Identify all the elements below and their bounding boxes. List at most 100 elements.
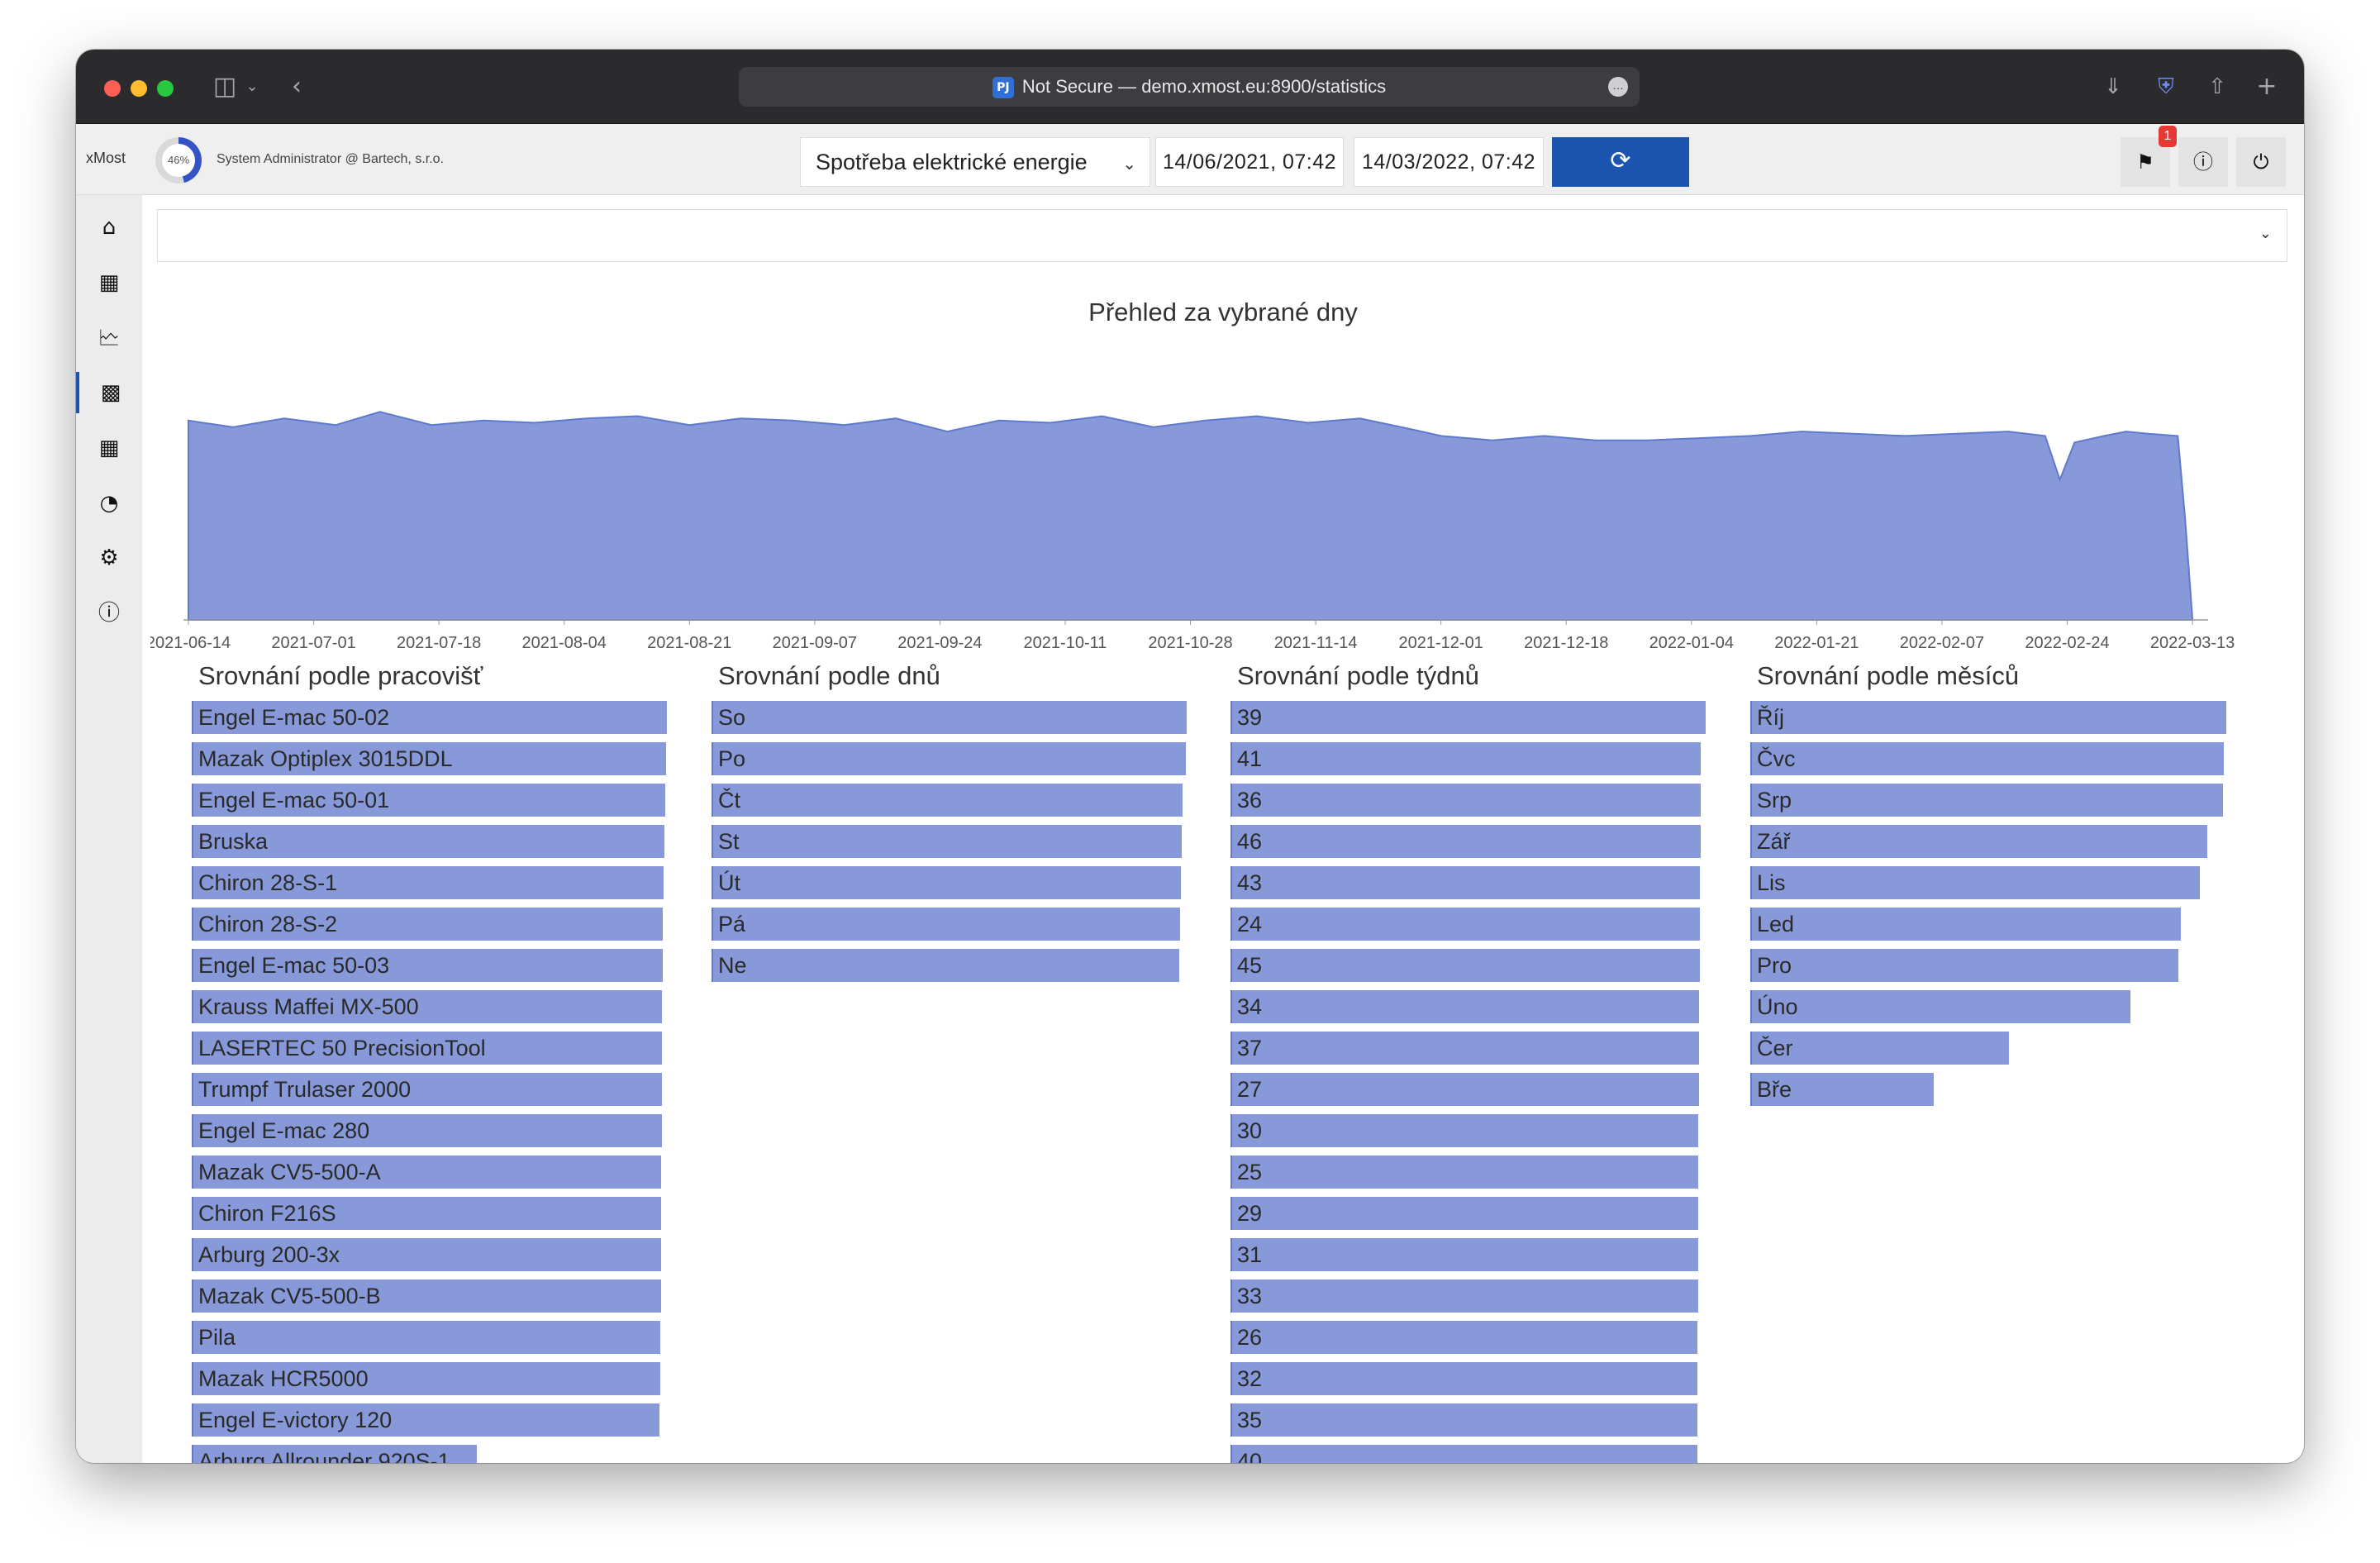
x-tick-label: 2022-03-13 — [2150, 634, 2235, 652]
bar-row[interactable]: Čt — [712, 784, 1183, 817]
bar-row[interactable]: Krauss Maffei MX-500 — [192, 990, 662, 1023]
bar-row[interactable]: Čer — [1750, 1032, 2009, 1065]
nav-table[interactable]: ▦ — [76, 427, 142, 469]
download-icon[interactable]: ⇓ — [2104, 74, 2122, 99]
bar-row[interactable]: 35 — [1230, 1403, 1697, 1437]
nav-home[interactable]: ⌂ — [76, 207, 142, 248]
gauge-label: 46% — [162, 144, 195, 177]
bar-row[interactable]: Út — [712, 866, 1181, 899]
nav-dashboard[interactable]: ▦ — [76, 262, 142, 303]
bar-row[interactable]: LASERTEC 50 PrecisionTool — [192, 1032, 662, 1065]
bar-row[interactable]: 45 — [1230, 949, 1700, 982]
metric-select[interactable]: Spotřeba elektrické energie ⌄ — [800, 137, 1150, 187]
bar-row[interactable]: Pá — [712, 908, 1180, 941]
bar-row[interactable]: 46 — [1230, 825, 1701, 858]
nav-pie-chart[interactable]: ◔ — [76, 483, 142, 524]
date-from-input[interactable]: 14/06/2021, 07:42 — [1155, 137, 1344, 187]
bar-row[interactable]: Lis — [1750, 866, 2200, 899]
bar-row[interactable]: 25 — [1230, 1156, 1698, 1189]
bar-row[interactable]: Engel E-mac 50-02 — [192, 701, 667, 734]
bar-row[interactable]: 27 — [1230, 1073, 1699, 1106]
bar-row[interactable]: 33 — [1230, 1279, 1698, 1313]
bar-row[interactable]: 26 — [1230, 1321, 1697, 1354]
close-window-button[interactable] — [104, 80, 121, 97]
bar-row[interactable]: 29 — [1230, 1197, 1698, 1230]
bar-row[interactable]: Engel E-mac 50-03 — [192, 949, 663, 982]
bar-row[interactable]: Engel E-mac 50-01 — [192, 784, 665, 817]
bar-row[interactable]: 40 — [1230, 1445, 1697, 1463]
url-text: demo.xmost.eu:8900/statistics — [1141, 76, 1387, 97]
bar-row[interactable]: Engel E-victory 120 — [192, 1403, 659, 1437]
bar-row[interactable]: 30 — [1230, 1114, 1698, 1147]
refresh-icon: ⟳ — [1610, 146, 1631, 175]
bar-row[interactable]: Arburg Allrounder 920S-1 — [192, 1445, 477, 1463]
app-brand[interactable]: xMost — [86, 150, 126, 166]
bar-row[interactable]: St — [712, 825, 1182, 858]
bar-row[interactable]: 31 — [1230, 1238, 1698, 1271]
bar-row[interactable]: Mazak Optiplex 3015DDL — [192, 742, 666, 775]
bar-row[interactable]: 37 — [1230, 1032, 1699, 1065]
bar-row[interactable]: 41 — [1230, 742, 1701, 775]
x-tick-label: 2021-07-01 — [271, 634, 355, 652]
logout-button[interactable]: ⏻ — [2236, 137, 2286, 187]
x-tick-label: 2022-01-21 — [1774, 634, 1859, 652]
new-tab-icon[interactable]: + — [2256, 72, 2278, 101]
bar-row[interactable]: Chiron 28-S-1 — [192, 866, 664, 899]
bar-row[interactable]: Srp — [1750, 784, 2223, 817]
refresh-button[interactable]: ⟳ — [1552, 137, 1689, 187]
x-tick-label: 2021-10-11 — [1024, 634, 1107, 652]
bar-row[interactable]: Bruska — [192, 825, 664, 858]
bar-row[interactable]: Bře — [1750, 1073, 1934, 1106]
back-icon[interactable]: ‹ — [292, 72, 302, 101]
bar-row[interactable]: Engel E-mac 280 — [192, 1114, 662, 1147]
more-options-icon[interactable]: … — [1608, 77, 1628, 97]
help-button[interactable]: ⓘ — [2178, 137, 2228, 187]
bar-row[interactable]: Chiron F216S — [192, 1197, 661, 1230]
bar-row[interactable]: So — [712, 701, 1187, 734]
bar-row[interactable]: Trumpf Trulaser 2000 — [192, 1073, 662, 1106]
bar-row[interactable]: Mazak CV5-500-A — [192, 1156, 661, 1189]
bar-row[interactable]: Arburg 200-3x — [192, 1238, 661, 1271]
user-label: System Administrator @ Bartech, s.r.o. — [217, 152, 444, 166]
section-title: Srovnání podle týdnů — [1237, 661, 1479, 690]
zoom-window-button[interactable] — [157, 80, 174, 97]
bar-row[interactable]: Čvc — [1750, 742, 2224, 775]
bar-row[interactable]: Ne — [712, 949, 1179, 982]
bar-row[interactable]: Chiron 28-S-2 — [192, 908, 663, 941]
bar-row[interactable]: 36 — [1230, 784, 1701, 817]
bar-row[interactable]: Mazak HCR5000 — [192, 1362, 660, 1395]
bar-row[interactable]: Mazak CV5-500-B — [192, 1279, 661, 1313]
bar-row[interactable]: Zář — [1750, 825, 2207, 858]
x-tick-label: 2021-11-14 — [1274, 634, 1358, 652]
nav-statistics[interactable]: ▩ — [76, 372, 142, 413]
bar-row[interactable]: Úno — [1750, 990, 2130, 1023]
sidebar-toggle-icon[interactable]: ◫ — [212, 72, 237, 101]
bar-row[interactable]: Říj — [1750, 701, 2226, 734]
nav-line-chart[interactable]: 🗠 — [76, 317, 142, 359]
bar-row[interactable]: 32 — [1230, 1362, 1697, 1395]
bar-row[interactable]: 34 — [1230, 990, 1699, 1023]
bar-chart-icon: ▩ — [100, 380, 121, 405]
shield-icon[interactable]: ⛨ — [2158, 74, 2174, 99]
minimize-window-button[interactable] — [131, 80, 147, 97]
bar-row[interactable]: 43 — [1230, 866, 1700, 899]
address-bar[interactable]: PJ Not Secure — demo.xmost.eu:8900/statis… — [739, 67, 1640, 107]
bar-row[interactable]: 24 — [1230, 908, 1700, 941]
notification-badge: 1 — [2159, 126, 2177, 147]
bar-row[interactable]: Led — [1750, 908, 2181, 941]
bar-row[interactable]: 39 — [1230, 701, 1706, 734]
filter-dropdown[interactable]: ⌄ — [157, 209, 2287, 262]
x-tick-label: 2021-08-21 — [647, 634, 731, 652]
app-header: xMost 46% System Administrator @ Bartech… — [76, 124, 2304, 195]
bar-row[interactable]: Po — [712, 742, 1186, 775]
chevron-down-icon: ⌄ — [2259, 225, 2272, 242]
share-icon[interactable]: ⇧ — [2208, 74, 2226, 99]
nav-info[interactable]: ⓘ — [76, 593, 142, 634]
bar-row[interactable]: Pro — [1750, 949, 2178, 982]
site-favicon: PJ — [992, 77, 1014, 99]
nav-settings[interactable]: ⚙ — [76, 537, 142, 579]
chevron-down-icon[interactable]: ⌄ — [245, 78, 259, 95]
bar-row[interactable]: Pila — [192, 1321, 660, 1354]
x-tick-label: 2021-10-28 — [1148, 634, 1232, 652]
date-to-input[interactable]: 14/03/2022, 07:42 — [1354, 137, 1544, 187]
